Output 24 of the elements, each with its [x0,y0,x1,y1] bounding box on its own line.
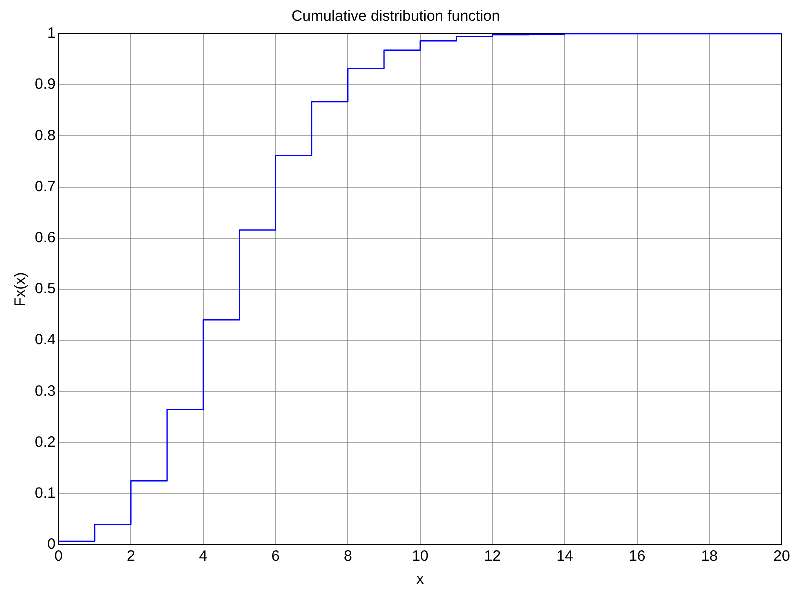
y-tick-label: 0.3 [34,382,56,400]
x-tick-label: 18 [701,548,718,566]
x-tick-label: 6 [272,548,280,566]
y-tick-label: 0.1 [34,485,56,502]
x-tick-label: 10 [412,548,429,566]
y-tick-label: 1 [48,25,56,42]
x-tick-label: 12 [484,548,502,566]
y-tick-label: 0.9 [34,76,56,94]
chart-title: Cumulative distribution function [292,8,500,26]
x-axis-title: x [416,571,425,588]
y-tick-label: 0.7 [34,178,56,196]
x-tick-label: 20 [774,548,790,566]
x-tick-label: 14 [556,548,574,566]
x-tick-label: 16 [629,548,646,566]
y-tick-label: 0.8 [34,127,56,144]
y-tick-label: 0.4 [34,332,56,349]
y-tick-label: 0.5 [34,280,56,298]
y-axis-title: Fx(x) [12,272,30,307]
y-tick-label: 0 [48,536,56,554]
y-tick-label: 0.2 [34,434,56,451]
y-tick-label: 0.6 [34,230,56,247]
x-tick-label: 8 [344,548,352,566]
x-tick-label: 2 [126,548,136,566]
x-tick-label: 4 [199,548,208,566]
